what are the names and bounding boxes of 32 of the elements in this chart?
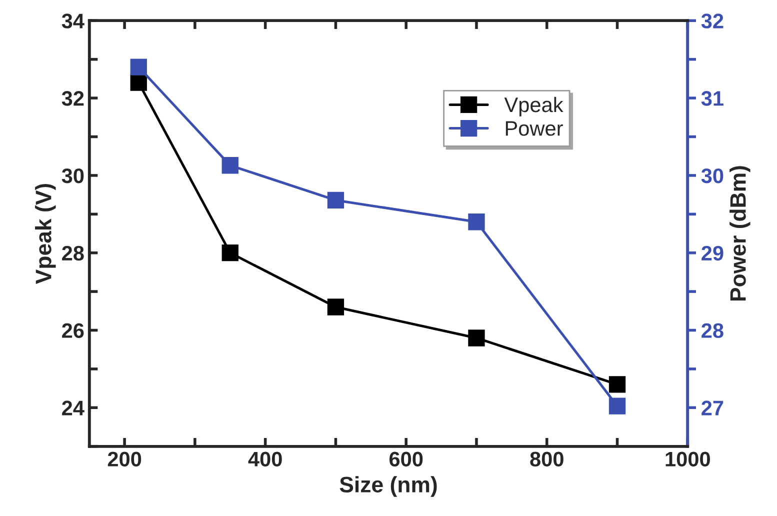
point	[608, 376, 626, 393]
point	[130, 58, 147, 76]
x-tick-label: 400	[248, 452, 282, 467]
y2-tick-label: 27	[702, 400, 724, 416]
point	[222, 244, 238, 262]
x-axis-title: Size (nm)	[340, 476, 437, 497]
y2-tick-label: 31	[701, 91, 724, 106]
y2-tick-label: 32	[701, 14, 724, 28]
point	[468, 214, 485, 230]
y2-tick-label: 29	[702, 246, 724, 261]
point	[608, 398, 626, 414]
legend-label: Power	[506, 121, 563, 136]
x-tick-label: 600	[389, 452, 423, 467]
y-tick-label: 30	[62, 168, 84, 184]
legend-label: Vpeak	[504, 96, 564, 116]
point	[327, 192, 344, 209]
x-tick-label: 1000	[666, 452, 710, 467]
y-tick-label: 24	[62, 400, 84, 416]
y-tick-label: 28	[62, 246, 84, 261]
y2-tick-label: 28	[702, 323, 724, 338]
y-axis-title: Vpeak (V)	[35, 184, 56, 284]
y-tick-label: 32	[62, 91, 84, 106]
point	[468, 330, 485, 346]
point	[130, 74, 147, 91]
point	[222, 157, 238, 174]
point	[327, 298, 344, 316]
x-tick-label: 200	[108, 452, 142, 467]
y2-axis-title: Power (dBm)	[730, 166, 750, 301]
y-tick-label: 26	[62, 323, 84, 338]
y2-tick-label: 30	[701, 168, 724, 184]
y-tick-label: 34	[62, 14, 84, 28]
x-tick-label: 800	[530, 452, 564, 467]
